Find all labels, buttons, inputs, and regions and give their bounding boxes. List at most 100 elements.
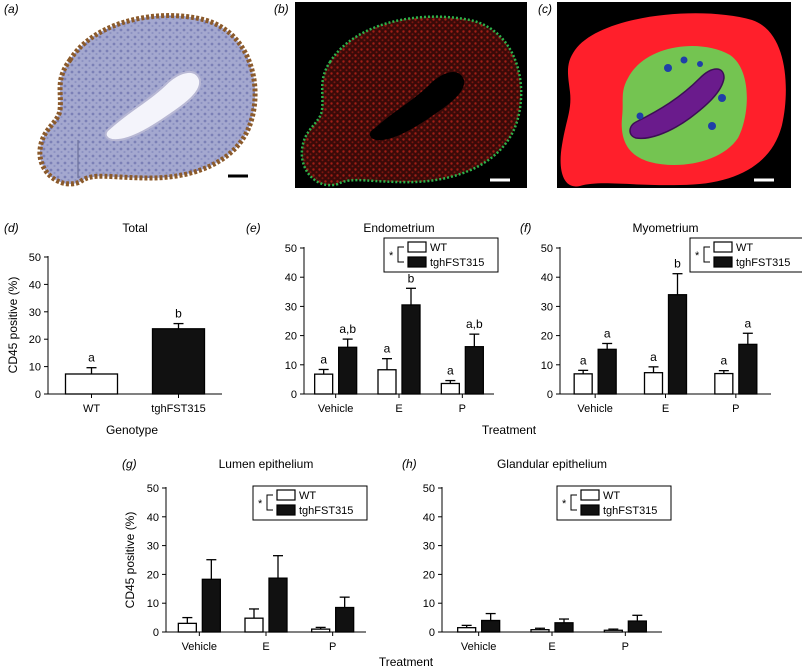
y-axis-label-bottom: CD45 positive (%) — [123, 512, 137, 609]
legend-label-tgh: tghFST315 — [430, 257, 484, 269]
significance-letter: a — [88, 351, 95, 365]
bar — [738, 343, 758, 395]
legend: * WT tghFST315 — [689, 237, 802, 273]
legend-label-tgh: tghFST315 — [603, 505, 657, 517]
x-tick-label: P — [622, 641, 629, 653]
legend-label-wt: WT — [603, 490, 620, 502]
x-tick-label: tghFST315 — [151, 403, 205, 415]
legend-swatch-tgh — [580, 504, 600, 516]
significance-letter: a — [320, 352, 327, 366]
bar — [335, 606, 355, 633]
y-tick-label: 40 — [285, 272, 297, 284]
bar — [667, 294, 688, 395]
bar — [201, 578, 221, 633]
significance-letter: a — [720, 354, 727, 368]
y-tick-label: 30 — [147, 541, 159, 553]
significance-letter: b — [674, 257, 681, 271]
bar — [554, 622, 574, 633]
panel-letter-h: (h) — [402, 457, 417, 471]
chart-myometrium: Myometrium 0 10 20 30 40 50 Vehicle a a Ea b Pa a * WT t… — [541, 221, 802, 415]
y-tick-label: 20 — [541, 331, 553, 343]
x-tick-label: WT — [83, 403, 100, 415]
y-tick-label: 10 — [285, 360, 297, 372]
y-tick-label: 50 — [541, 243, 553, 255]
legend: * WT tghFST315 — [383, 237, 499, 273]
significance-letter: b — [408, 271, 415, 285]
chart-endometrium: Endometrium 0 10 20 30 40 50 Vehicle a a,b Ea b Pa a,… — [285, 221, 499, 415]
chart-title: Endometrium — [363, 221, 434, 235]
y-tick-label: 0 — [291, 389, 297, 401]
legend-bracket — [266, 494, 273, 511]
legend-frame — [689, 237, 802, 273]
legend-label-tgh: tghFST315 — [736, 257, 790, 269]
legend-label-wt: WT — [430, 242, 447, 254]
x-tick-label: Vehicle — [182, 641, 217, 653]
y-tick-label: 40 — [147, 512, 159, 524]
y-tick-label: 40 — [541, 272, 553, 284]
chart-glandular-epithelium: Glandular epithelium 0 10 20 30 40 50 Vehicle E P… — [423, 457, 672, 653]
legend: * WT tghFST315 — [556, 485, 672, 521]
legend-label-wt: WT — [299, 490, 316, 502]
y-tick-label: 0 — [35, 389, 41, 401]
x-axis-label-treatment-top: Treatment — [482, 423, 537, 437]
legend-bracket — [570, 494, 577, 511]
significance-letter: a — [384, 342, 391, 356]
legend-frame — [556, 485, 672, 521]
y-tick-label: 50 — [423, 483, 435, 495]
bar — [530, 629, 550, 633]
panel-letter-e: (e) — [246, 221, 261, 235]
legend-bracket — [397, 246, 404, 263]
significance-letter: a — [604, 326, 611, 340]
significance-letter: a,b — [466, 317, 483, 331]
x-axis-label-genotype: Genotype — [106, 423, 158, 437]
legend-swatch-wt — [713, 241, 733, 253]
x-tick-label: Vehicle — [318, 403, 353, 415]
y-tick-label: 0 — [153, 627, 159, 639]
legend-frame — [383, 237, 499, 273]
significance-letter: a — [580, 353, 587, 367]
bar — [314, 373, 334, 395]
y-tick-label: 0 — [429, 627, 435, 639]
panel-letter-b: (b) — [274, 2, 289, 16]
x-tick-label: E — [395, 403, 402, 415]
y-tick-label: 50 — [29, 252, 41, 264]
bar — [643, 372, 664, 395]
y-tick-label: 20 — [423, 569, 435, 581]
panel-letter-g: (g) — [122, 457, 137, 471]
y-tick-label: 40 — [423, 512, 435, 524]
bar — [457, 627, 477, 633]
significance-letter: a — [650, 350, 657, 364]
bar — [177, 622, 197, 633]
chart-title: Myometrium — [632, 221, 698, 235]
bar — [603, 629, 623, 633]
panel-letter-f: (f) — [520, 221, 531, 235]
y-tick-label: 10 — [423, 598, 435, 610]
legend-label-tgh: tghFST315 — [299, 505, 353, 517]
bar — [627, 620, 647, 633]
chart-title: Glandular epithelium — [497, 457, 607, 471]
legend-star: * — [695, 250, 700, 262]
ihc-micrograph — [30, 2, 262, 188]
x-tick-label: E — [548, 641, 555, 653]
y-tick-label: 10 — [541, 360, 553, 372]
significance-letter: a — [447, 364, 454, 378]
panel-letter-a: (a) — [4, 2, 19, 16]
y-tick-label: 10 — [29, 362, 41, 374]
legend-swatch-tgh — [407, 256, 427, 268]
legend-label-wt: WT — [736, 242, 753, 254]
bar — [401, 304, 421, 395]
bar — [64, 373, 119, 395]
panel-letter-c: (c) — [538, 2, 552, 16]
significance-letter: a — [744, 316, 751, 330]
bar — [714, 372, 734, 395]
chart-title: Lumen epithelium — [219, 457, 314, 471]
bar — [377, 369, 397, 395]
bar — [244, 617, 264, 633]
x-tick-label: Vehicle — [577, 403, 612, 415]
panel-letter-d: (d) — [4, 221, 19, 235]
bar — [311, 628, 331, 633]
bar — [573, 373, 593, 395]
segmentation-map — [557, 2, 791, 188]
bar — [338, 346, 358, 395]
